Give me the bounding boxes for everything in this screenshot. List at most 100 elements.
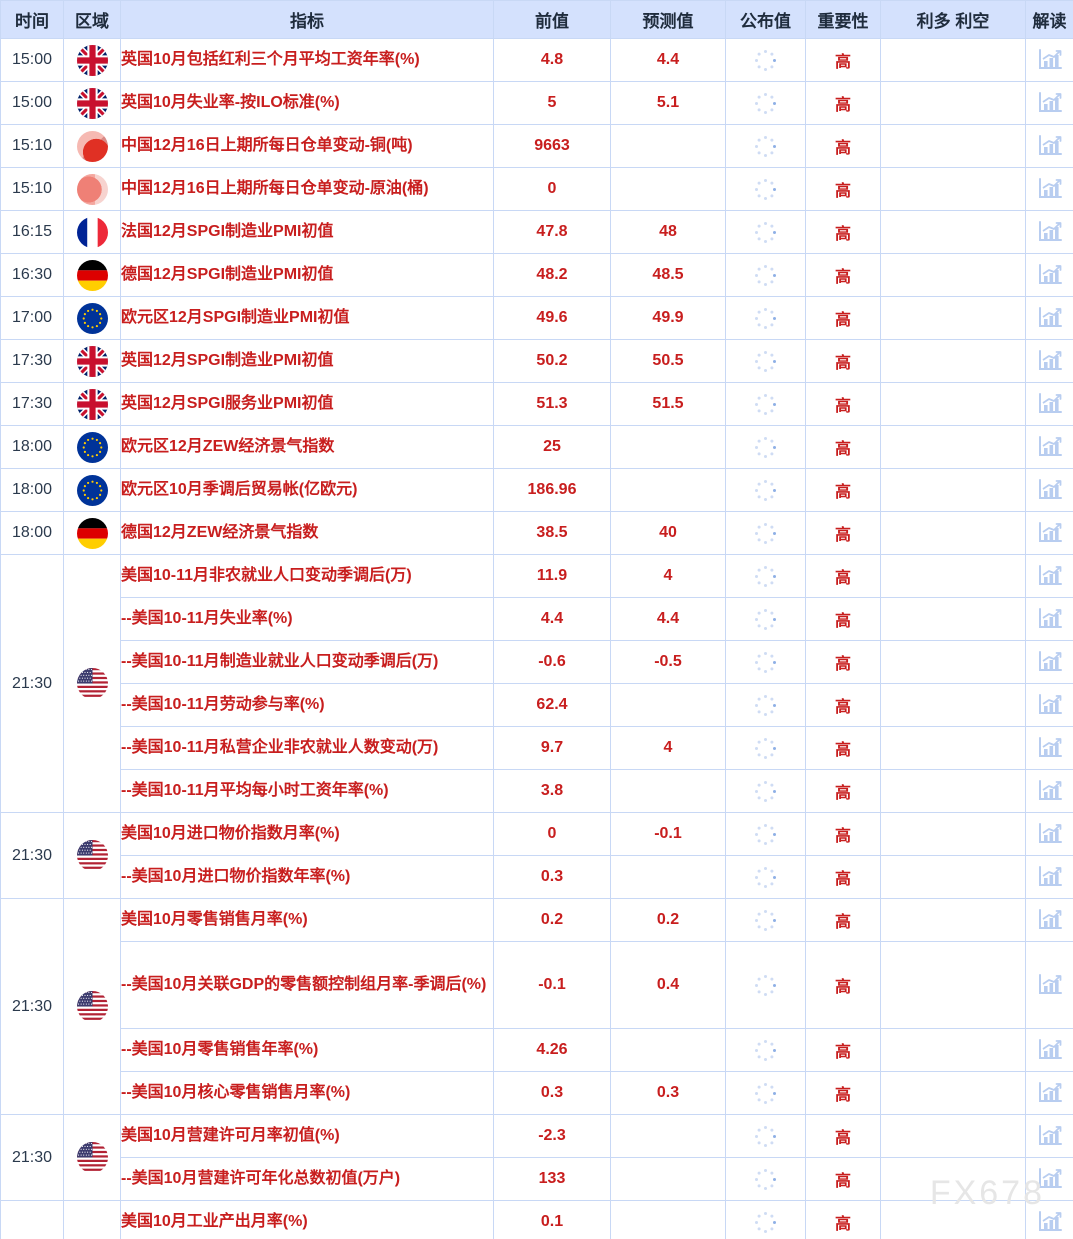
chart-analysis-icon[interactable] (1037, 177, 1063, 201)
indicator-name[interactable]: 德国12月ZEW经济景气指数 (120, 511, 494, 555)
table-row[interactable]: 21:30 美国10月营建许可月率初值(%) -2.3 高 (0, 1114, 1073, 1201)
indicator-name[interactable]: --美国10月核心零售销售月率(%) (120, 1071, 494, 1115)
table-row[interactable]: --美国10-11月私营企业非农就业人数变动(万) 9.7 4 高 (1, 726, 1073, 770)
indicator-name[interactable]: 英国12月SPGI制造业PMI初值 (120, 339, 494, 383)
chart-analysis-icon[interactable] (1037, 822, 1063, 846)
interpret-cell[interactable] (1025, 812, 1073, 856)
indicator-name[interactable]: 德国12月SPGI制造业PMI初值 (120, 253, 494, 297)
chart-analysis-icon[interactable] (1037, 650, 1063, 674)
table-row[interactable]: 17:00 欧元区12月SPGI制造业PMI初值 49.6 49.9 高 (0, 296, 1073, 340)
chart-analysis-icon[interactable] (1037, 521, 1063, 545)
indicator-name[interactable]: 法国12月SPGI制造业PMI初值 (120, 210, 494, 254)
chart-analysis-icon[interactable] (1037, 478, 1063, 502)
table-row[interactable]: --美国10-11月平均每小时工资年率(%) 3.8 高 (1, 769, 1073, 813)
interpret-cell[interactable] (1025, 511, 1073, 555)
indicator-name[interactable]: --美国10-11月制造业就业人口变动季调后(万) (120, 640, 494, 684)
indicator-name[interactable]: 中国12月16日上期所每日仓单变动-原油(桶) (120, 167, 494, 211)
chart-analysis-icon[interactable] (1037, 1124, 1063, 1148)
table-row[interactable]: 15:10 中国12月16日上期所每日仓单变动-原油(桶) 0 高 (0, 167, 1073, 211)
indicator-name[interactable]: 欧元区10月季调后贸易帐(亿欧元) (120, 468, 494, 512)
indicator-name[interactable]: 英国10月包括红利三个月平均工资年率(%) (120, 38, 494, 82)
interpret-cell[interactable] (1025, 382, 1073, 426)
indicator-name[interactable]: 美国10月零售销售月率(%) (120, 898, 494, 942)
chart-analysis-icon[interactable] (1037, 1038, 1063, 1062)
interpret-cell[interactable] (1025, 1071, 1073, 1115)
indicator-name[interactable]: --美国10-11月平均每小时工资年率(%) (120, 769, 494, 813)
table-row[interactable]: 18:00 欧元区12月ZEW经济景气指数 25 高 (0, 425, 1073, 469)
table-row[interactable]: 15:00 英国10月失业率-按ILO标准(%) 5 5.1 高 (0, 81, 1073, 125)
table-row[interactable]: --美国10-11月制造业就业人口变动季调后(万) -0.6 -0.5 高 (1, 640, 1073, 684)
indicator-name[interactable]: 美国10月工业产出月率(%) (120, 1200, 494, 1239)
indicator-name[interactable]: 欧元区12月SPGI制造业PMI初值 (120, 296, 494, 340)
indicator-name[interactable]: 欧元区12月ZEW经济景气指数 (120, 425, 494, 469)
table-row[interactable]: --美国10月关联GDP的零售额控制组月率-季调后(%) -0.1 0.4 高 (1, 941, 1073, 1029)
interpret-cell[interactable] (1025, 38, 1073, 82)
chart-analysis-icon[interactable] (1037, 607, 1063, 631)
table-row[interactable]: 16:30 德国12月SPGI制造业PMI初值 48.2 48.5 高 (0, 253, 1073, 297)
interpret-cell[interactable] (1025, 640, 1073, 684)
interpret-cell[interactable] (1025, 597, 1073, 641)
interpret-cell[interactable] (1025, 253, 1073, 297)
interpret-cell[interactable] (1025, 898, 1073, 942)
indicator-name[interactable]: 英国10月失业率-按ILO标准(%) (120, 81, 494, 125)
table-row[interactable]: --美国10月核心零售销售月率(%) 0.3 0.3 高 (1, 1071, 1073, 1115)
indicator-name[interactable]: 美国10月进口物价指数月率(%) (120, 812, 494, 856)
table-row[interactable]: --美国10-11月劳动参与率(%) 62.4 高 (1, 683, 1073, 727)
chart-analysis-icon[interactable] (1037, 263, 1063, 287)
interpret-cell[interactable] (1025, 210, 1073, 254)
table-row[interactable]: 美国10月工业产出月率(%) 0.1 高 (0, 1200, 1073, 1239)
chart-analysis-icon[interactable] (1037, 134, 1063, 158)
indicator-name[interactable]: --美国10-11月劳动参与率(%) (120, 683, 494, 727)
interpret-cell[interactable] (1025, 726, 1073, 770)
chart-analysis-icon[interactable] (1037, 306, 1063, 330)
chart-analysis-icon[interactable] (1037, 349, 1063, 373)
interpret-cell[interactable] (1025, 683, 1073, 727)
interpret-cell[interactable] (1025, 1157, 1073, 1201)
chart-analysis-icon[interactable] (1037, 908, 1063, 932)
chart-analysis-icon[interactable] (1037, 48, 1063, 72)
interpret-cell[interactable] (1025, 769, 1073, 813)
chart-analysis-icon[interactable] (1037, 564, 1063, 588)
table-row[interactable]: 17:30 英国12月SPGI制造业PMI初值 50.2 50.5 高 (0, 339, 1073, 383)
indicator-name[interactable]: --美国10月关联GDP的零售额控制组月率-季调后(%) (120, 941, 494, 1029)
interpret-cell[interactable] (1025, 941, 1073, 1029)
chart-analysis-icon[interactable] (1037, 392, 1063, 416)
table-row[interactable]: 21:30 美国10月零售销售月率(%) 0.2 0.2 高 (0, 898, 1073, 1115)
table-row[interactable]: 16:15 法国12月SPGI制造业PMI初值 47.8 48 高 (0, 210, 1073, 254)
indicator-name[interactable]: 英国12月SPGI服务业PMI初值 (120, 382, 494, 426)
chart-analysis-icon[interactable] (1037, 693, 1063, 717)
interpret-cell[interactable] (1025, 339, 1073, 383)
table-row[interactable]: 17:30 英国12月SPGI服务业PMI初值 51.3 51.5 高 (0, 382, 1073, 426)
interpret-cell[interactable] (1025, 1114, 1073, 1158)
chart-analysis-icon[interactable] (1037, 91, 1063, 115)
indicator-name[interactable]: --美国10-11月失业率(%) (120, 597, 494, 641)
interpret-cell[interactable] (1025, 124, 1073, 168)
indicator-name[interactable]: --美国10月营建许可年化总数初值(万户) (120, 1157, 494, 1201)
table-row[interactable]: 18:00 德国12月ZEW经济景气指数 38.5 40 高 (0, 511, 1073, 555)
chart-analysis-icon[interactable] (1037, 1167, 1063, 1191)
indicator-name[interactable]: 美国10-11月非农就业人口变动季调后(万) (120, 554, 494, 598)
table-row[interactable]: --美国10月零售销售年率(%) 4.26 高 (1, 1028, 1073, 1072)
indicator-name[interactable]: --美国10月零售销售年率(%) (120, 1028, 494, 1072)
interpret-cell[interactable] (1025, 167, 1073, 211)
table-row[interactable]: --美国10月进口物价指数年率(%) 0.3 高 (1, 855, 1073, 899)
table-row[interactable]: 15:10 中国12月16日上期所每日仓单变动-铜(吨) 9663 高 (0, 124, 1073, 168)
indicator-name[interactable]: --美国10-11月私营企业非农就业人数变动(万) (120, 726, 494, 770)
interpret-cell[interactable] (1025, 81, 1073, 125)
chart-analysis-icon[interactable] (1037, 435, 1063, 459)
chart-analysis-icon[interactable] (1037, 973, 1063, 997)
table-row[interactable]: 18:00 欧元区10月季调后贸易帐(亿欧元) 186.96 高 (0, 468, 1073, 512)
indicator-name[interactable]: 中国12月16日上期所每日仓单变动-铜(吨) (120, 124, 494, 168)
indicator-name[interactable]: 美国10月营建许可月率初值(%) (120, 1114, 494, 1158)
chart-analysis-icon[interactable] (1037, 1210, 1063, 1234)
interpret-cell[interactable] (1025, 1200, 1073, 1239)
interpret-cell[interactable] (1025, 554, 1073, 598)
table-row[interactable]: 15:00 英国10月包括红利三个月平均工资年率(%) 4.8 4.4 高 (0, 38, 1073, 82)
interpret-cell[interactable] (1025, 425, 1073, 469)
table-row[interactable]: --美国10月营建许可年化总数初值(万户) 133 高 (1, 1157, 1073, 1201)
indicator-name[interactable]: --美国10月进口物价指数年率(%) (120, 855, 494, 899)
table-row[interactable]: 21:30 美国10月进口物价指数月率(%) 0 -0.1 高 (0, 812, 1073, 899)
chart-analysis-icon[interactable] (1037, 865, 1063, 889)
interpret-cell[interactable] (1025, 296, 1073, 340)
interpret-cell[interactable] (1025, 468, 1073, 512)
